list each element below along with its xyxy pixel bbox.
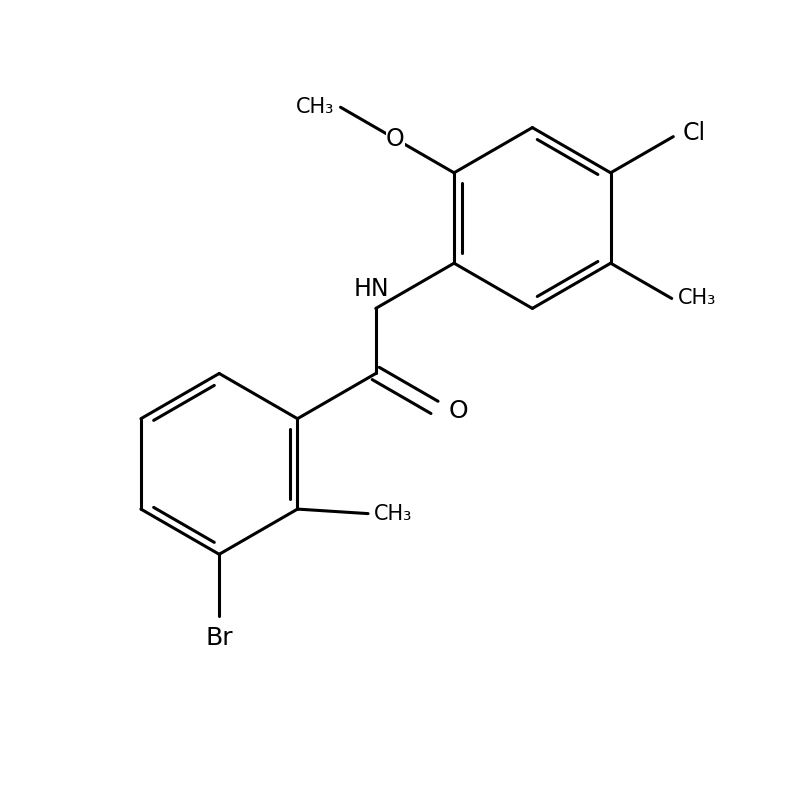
Text: CH₃: CH₃ xyxy=(374,504,413,524)
Text: HN: HN xyxy=(354,277,390,301)
Text: O: O xyxy=(449,399,468,423)
Text: CH₃: CH₃ xyxy=(678,289,716,309)
Text: CH₃: CH₃ xyxy=(296,97,334,117)
Text: Cl: Cl xyxy=(682,120,706,144)
Text: Br: Br xyxy=(206,626,233,650)
Text: O: O xyxy=(386,127,405,151)
